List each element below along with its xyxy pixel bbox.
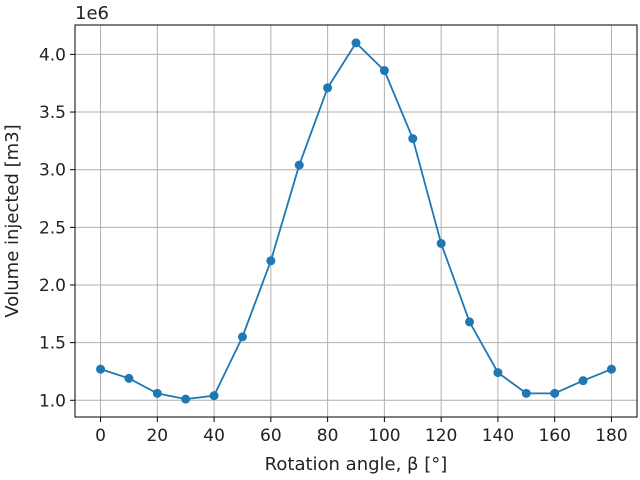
data-point xyxy=(521,388,531,398)
data-point xyxy=(578,376,588,386)
data-point xyxy=(124,373,134,383)
y-tick-label: 2.5 xyxy=(39,218,66,238)
data-point xyxy=(294,160,304,170)
data-point xyxy=(408,134,418,144)
data-point xyxy=(465,317,475,327)
y-offset-label: 1e6 xyxy=(75,3,109,24)
data-point xyxy=(323,83,333,93)
data-point xyxy=(436,238,446,248)
plot-frame xyxy=(74,24,638,418)
x-axis: 0 20 40 60 80 100 120 140 160 180 xyxy=(95,417,628,446)
data-point xyxy=(96,364,106,374)
data-point xyxy=(181,394,191,404)
data-point xyxy=(152,388,162,398)
x-tick-label: 180 xyxy=(595,426,627,446)
x-tick-label: 80 xyxy=(317,426,339,446)
x-tick-label: 120 xyxy=(425,426,457,446)
x-tick-label: 160 xyxy=(538,426,570,446)
x-tick-label: 40 xyxy=(203,426,225,446)
series-layer xyxy=(96,38,616,404)
data-point xyxy=(550,388,560,398)
y-tick-label: 3.0 xyxy=(39,161,66,181)
x-tick-label: 20 xyxy=(146,426,168,446)
data-point xyxy=(379,66,389,76)
grid xyxy=(75,25,637,417)
x-axis-label: Rotation angle, β [°] xyxy=(265,454,448,475)
y-tick-label: 3.5 xyxy=(39,103,66,123)
data-point xyxy=(266,256,276,266)
y-tick-label: 4.0 xyxy=(39,45,66,65)
series-line xyxy=(100,41,612,401)
x-tick-label: 140 xyxy=(482,426,514,446)
y-tick-label: 1.5 xyxy=(39,334,66,354)
data-point xyxy=(351,38,361,48)
data-point xyxy=(209,391,219,401)
data-point xyxy=(493,368,503,378)
y-tick-label: 2.0 xyxy=(39,276,66,296)
x-tick-label: 60 xyxy=(260,426,282,446)
y-tick-label: 1.0 xyxy=(39,391,66,411)
x-tick-label: 100 xyxy=(368,426,400,446)
data-point xyxy=(237,332,247,342)
data-point xyxy=(606,364,616,374)
y-axis-label: Volume injected [m3] xyxy=(2,124,23,317)
x-tick-label: 0 xyxy=(95,426,106,446)
y-axis: 1.0 1.5 2.0 2.5 3.0 3.5 4.0 xyxy=(39,45,75,411)
